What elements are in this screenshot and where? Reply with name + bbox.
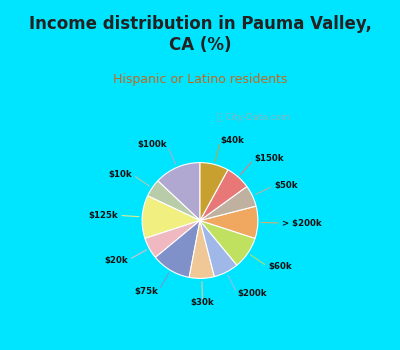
Text: $75k: $75k xyxy=(134,287,158,296)
Wedge shape xyxy=(142,196,200,238)
Wedge shape xyxy=(158,163,200,220)
Wedge shape xyxy=(200,187,256,220)
Text: $30k: $30k xyxy=(191,298,214,307)
Wedge shape xyxy=(145,220,200,257)
Wedge shape xyxy=(200,170,247,220)
Text: $200k: $200k xyxy=(238,289,267,299)
Wedge shape xyxy=(200,206,258,238)
Text: Hispanic or Latino residents: Hispanic or Latino residents xyxy=(113,73,287,86)
Wedge shape xyxy=(200,220,255,265)
Text: $20k: $20k xyxy=(104,256,128,265)
Wedge shape xyxy=(200,163,228,220)
Text: $10k: $10k xyxy=(108,170,132,179)
Text: $125k: $125k xyxy=(88,211,118,220)
Text: $150k: $150k xyxy=(254,154,284,163)
Wedge shape xyxy=(155,220,200,278)
Text: $100k: $100k xyxy=(138,140,167,149)
Text: > $200k: > $200k xyxy=(282,219,322,228)
Text: Income distribution in Pauma Valley,
CA (%): Income distribution in Pauma Valley, CA … xyxy=(28,15,372,54)
Text: $40k: $40k xyxy=(220,136,244,145)
Text: $60k: $60k xyxy=(268,262,292,271)
Wedge shape xyxy=(200,220,237,276)
Wedge shape xyxy=(148,181,200,220)
Wedge shape xyxy=(189,220,214,278)
Text: ⓘ City-Data.com: ⓘ City-Data.com xyxy=(218,113,290,122)
Text: $50k: $50k xyxy=(274,181,298,190)
